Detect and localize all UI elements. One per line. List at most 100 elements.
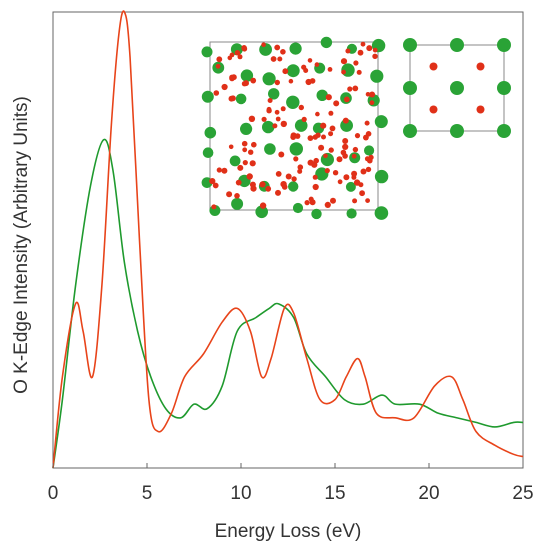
small-atom [368,154,374,160]
large-atom [316,89,328,102]
small-atom [291,176,297,182]
small-atom [354,133,361,139]
large-atom [289,142,303,156]
small-atom [341,69,346,75]
small-atom [372,47,378,53]
small-atom [353,60,359,66]
small-atom [365,166,372,173]
crystal-structure-inset [403,38,511,138]
large-atom [262,72,276,86]
large-atom [288,181,299,192]
small-atom [360,41,366,47]
small-atom [266,106,272,112]
large-atom [345,181,356,192]
large-atom [286,95,300,110]
small-atom [234,50,241,56]
large-atom [204,126,217,139]
large-atom [201,46,213,58]
small-atom [216,56,223,63]
small-atom [249,160,256,167]
small-atom [234,193,240,199]
small-atom [358,182,364,188]
large-atom [374,169,389,184]
small-atom [314,62,320,67]
small-atom [248,115,256,123]
small-atom [275,116,281,122]
small-atom [336,156,343,163]
small-atom [229,74,235,81]
small-atom [259,181,266,188]
large-atom [292,202,304,214]
small-atom [366,45,373,52]
small-atom [280,120,287,128]
small-atom [241,45,247,51]
small-atom [325,94,332,101]
small-atom [280,49,286,55]
small-atom [282,68,289,75]
crystal-atoms [403,38,511,138]
small-atom [356,69,362,75]
small-atom [318,144,325,151]
small-atom [294,133,301,139]
series-layer [52,10,524,469]
small-atom [209,178,216,185]
small-atom [352,146,359,153]
large-atom [264,143,276,155]
small-atom [309,199,316,206]
small-atom [343,174,350,181]
y-axis-label: O K-Edge Intensity (Arbitrary Units) [11,96,32,394]
small-atom [311,161,318,168]
small-atom [342,117,349,124]
small-atom [274,109,280,115]
large-atom [311,208,322,220]
large-atom [346,208,357,219]
small-atom [360,168,367,175]
small-atom [285,173,292,180]
small-atom [363,134,369,141]
small-atom [272,123,278,129]
large-atom [374,115,388,129]
small-atom [369,100,375,106]
small-atom [293,156,299,162]
small-atom [297,164,304,170]
small-atom [476,105,485,114]
small-atom [364,120,370,126]
small-atom [241,81,248,87]
small-atom [228,144,234,150]
small-atom [274,79,280,86]
small-atom [267,98,273,103]
small-atom [328,110,334,116]
small-atom [301,116,307,122]
small-atom [297,168,303,174]
large-atom [229,155,241,167]
small-atom [280,106,286,112]
small-atom [212,182,219,189]
small-atom [281,184,288,190]
large-atom [403,81,417,95]
small-atom [277,56,283,62]
small-atom [228,95,235,102]
small-atom [347,86,353,92]
small-atom [275,189,281,196]
small-atom [324,201,331,208]
small-atom [275,171,282,177]
small-atom [261,42,266,47]
x-axis-ticks: 0 5 10 15 20 25 [48,463,534,504]
small-atom [248,149,254,155]
small-atom [215,63,221,69]
small-atom [352,198,358,204]
large-atom [286,64,300,78]
small-atom [342,138,349,144]
small-atom [242,147,248,153]
large-atom [370,69,384,83]
small-atom [237,164,244,171]
small-atom [351,174,357,180]
small-atom [323,153,328,159]
small-atom [328,147,334,153]
large-atom [497,81,511,95]
small-atom [307,135,314,142]
small-atom [351,153,357,159]
small-atom [290,134,297,141]
small-atom [246,173,253,180]
small-atom [369,91,376,98]
